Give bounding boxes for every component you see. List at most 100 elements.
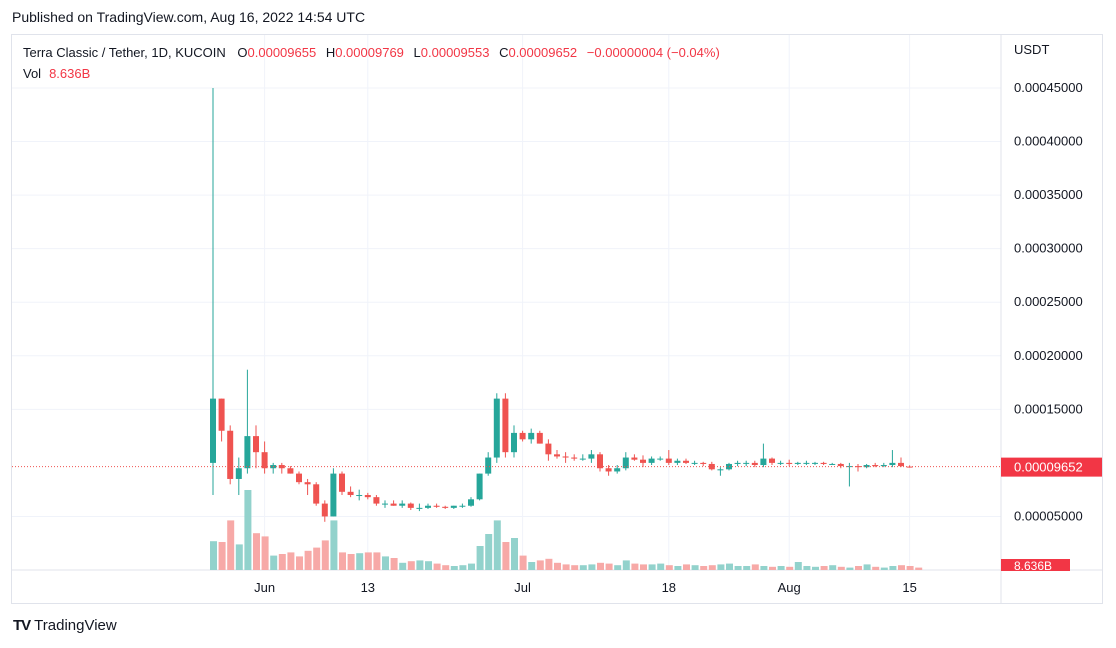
candle-body — [665, 458, 672, 463]
volume-bar — [416, 560, 424, 570]
candle-body — [614, 468, 621, 472]
volume-bar — [605, 563, 613, 570]
volume-bar — [898, 565, 905, 570]
chart-frame — [11, 34, 1103, 604]
symbol-title[interactable]: Terra Classic / Tether, 1D, KUCOIN — [23, 45, 226, 60]
volume-bar — [244, 490, 252, 570]
volume-bar — [726, 563, 733, 570]
candle-body — [261, 452, 268, 469]
volume-bar — [210, 541, 217, 570]
volume-bar — [347, 554, 355, 570]
y-tick-label: 0.00005000 — [1014, 508, 1083, 523]
candle-body — [313, 484, 320, 504]
volume-bar — [631, 563, 639, 570]
published-caption: Published on TradingView.com, Aug 16, 20… — [12, 9, 366, 25]
volume-bar — [597, 562, 604, 570]
volume-bar — [717, 564, 725, 570]
volume-legend: Vol 8.636B — [23, 66, 90, 81]
volume-bar — [648, 564, 656, 570]
volume-bar — [803, 566, 811, 570]
candle-body — [278, 465, 285, 469]
low-label: L — [413, 45, 421, 60]
candle-body — [786, 462, 793, 464]
volume-bar — [450, 566, 458, 570]
candle-body — [889, 462, 896, 466]
candle-body — [476, 473, 483, 500]
volume-bar — [846, 567, 854, 570]
volume-bar — [304, 550, 312, 570]
volume-bar — [287, 552, 295, 570]
candle-body — [829, 463, 836, 465]
footer-brand[interactable]: TV TradingView — [13, 617, 117, 634]
high-value: 0.00009769 — [335, 45, 404, 60]
close-label: C — [499, 45, 509, 60]
x-tick-label: Jun — [254, 580, 275, 595]
volume-bar — [562, 564, 570, 570]
volume-bar — [794, 562, 802, 570]
high-label: H — [325, 45, 336, 60]
volume-badge-text: 8.636B — [1014, 559, 1052, 573]
candle-body — [407, 503, 414, 508]
volume-bar — [640, 564, 647, 570]
candle-body — [769, 458, 775, 463]
volume-bar — [872, 566, 880, 570]
low-value: 0.00009553 — [420, 45, 490, 60]
volume-bar — [382, 556, 389, 570]
candle-body — [287, 468, 294, 474]
candle-body — [657, 458, 664, 460]
candle-body — [321, 503, 328, 517]
volume-bar — [837, 566, 845, 570]
volume-bar — [915, 567, 923, 570]
candle-body — [459, 505, 466, 507]
volume-bar — [760, 566, 768, 570]
volume-bar — [476, 546, 484, 570]
volume-bar — [253, 533, 260, 570]
volume-bar — [278, 554, 286, 570]
volume-bar — [270, 555, 278, 570]
volume-value: 8.636B — [49, 66, 91, 81]
volume-bar — [407, 561, 415, 570]
candle-body — [528, 432, 535, 440]
candle-body — [330, 473, 337, 517]
last-price-badge — [1001, 457, 1102, 477]
volume-bar — [330, 520, 338, 570]
candle-body — [468, 499, 474, 506]
volume-bar — [502, 542, 510, 570]
candle-body — [244, 436, 251, 469]
x-tick-label: Aug — [778, 580, 801, 595]
volume-bar — [571, 565, 579, 570]
volume-bar — [743, 566, 751, 570]
candle-body — [502, 398, 509, 453]
volume-bar — [691, 565, 699, 570]
candle-body — [648, 458, 655, 463]
volume-bar — [218, 542, 226, 570]
x-tick-label: 18 — [662, 580, 676, 595]
change-value: −0.00000004 (−0.04%) — [586, 45, 720, 60]
candle-body — [253, 436, 259, 453]
volume-bar — [700, 566, 708, 570]
volume-bar — [227, 520, 235, 570]
volume-bar — [889, 566, 897, 570]
candle-body — [760, 458, 767, 466]
volume-bar — [657, 563, 665, 570]
candle-body — [597, 454, 603, 469]
x-tick-label: Jul — [514, 580, 531, 595]
volume-bar — [339, 552, 346, 570]
volume-label: Vol — [23, 66, 42, 81]
candle-body — [863, 465, 870, 468]
y-tick-label: 0.00030000 — [1014, 241, 1083, 256]
candle-body — [339, 473, 345, 492]
close-value: 0.00009652 — [508, 45, 578, 60]
y-tick-label: 0.00020000 — [1014, 348, 1083, 363]
candle-body — [743, 462, 750, 464]
volume-bar — [855, 566, 862, 570]
candle-body — [519, 432, 526, 440]
volume-bar — [321, 540, 329, 570]
candle-body — [794, 462, 801, 464]
y-tick-label: 0.00040000 — [1014, 134, 1083, 149]
candle-body — [683, 460, 689, 463]
candle-body — [898, 462, 904, 467]
volume-bar — [493, 520, 501, 570]
candle-body — [803, 462, 810, 464]
